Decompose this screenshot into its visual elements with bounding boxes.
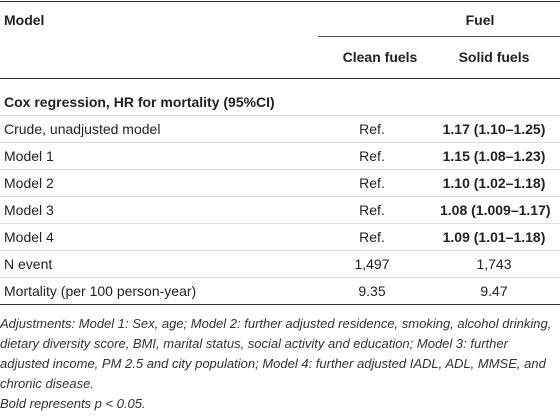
row-rule (0, 142, 560, 143)
footnote-adjustments: Adjustments: Model 1: Sex, age; Model 2:… (0, 316, 552, 391)
header-clean: Clean fuels (342, 49, 418, 65)
row-rule (0, 115, 560, 116)
header-fuel: Fuel (465, 12, 495, 28)
row-label: Crude, unadjusted model (4, 121, 161, 137)
row-label: Model 4 (4, 229, 54, 245)
row-label: N event (4, 256, 53, 272)
row-label: Model 1 (4, 148, 54, 164)
solid-value: 1.17 (1.10–1.25) (442, 121, 546, 137)
row-label: Model 2 (4, 175, 54, 191)
header-solid: Solid fuels (458, 49, 530, 65)
fuel-rule (318, 36, 560, 37)
solid-value: 1.08 (1.009–1.17) (440, 202, 551, 218)
header-rule (0, 78, 560, 79)
clean-value: Ref. (359, 175, 385, 191)
top-rule (0, 1, 560, 2)
solid-value: 1.09 (1.01–1.18) (442, 229, 546, 245)
row-rule (0, 169, 560, 170)
row-rule (0, 277, 560, 278)
clean-value: Ref. (359, 121, 385, 137)
section-title: Cox regression, HR for mortality (95%CI) (4, 94, 275, 110)
clean-value: Ref. (359, 202, 385, 218)
row-label: Model 3 (4, 202, 54, 218)
clean-value: Ref. (359, 148, 385, 164)
solid-value: 1,743 (476, 256, 512, 272)
solid-value: 1.10 (1.02–1.18) (442, 175, 546, 191)
clean-value: 1,497 (354, 256, 390, 272)
row-rule (0, 223, 560, 224)
bottom-rule (0, 304, 560, 305)
clean-value: 9.35 (358, 283, 386, 299)
row-label: Mortality (per 100 person-year) (4, 283, 197, 299)
row-rule (0, 250, 560, 251)
footnote: Adjustments: Model 1: Sex, age; Model 2:… (0, 314, 556, 414)
clean-value: Ref. (359, 229, 385, 245)
header-model: Model (4, 12, 45, 28)
row-rule (0, 196, 560, 197)
solid-value: 1.15 (1.08–1.23) (442, 148, 546, 164)
footnote-note: Bold represents p < 0.05. (0, 396, 146, 411)
solid-value: 9.47 (480, 283, 508, 299)
